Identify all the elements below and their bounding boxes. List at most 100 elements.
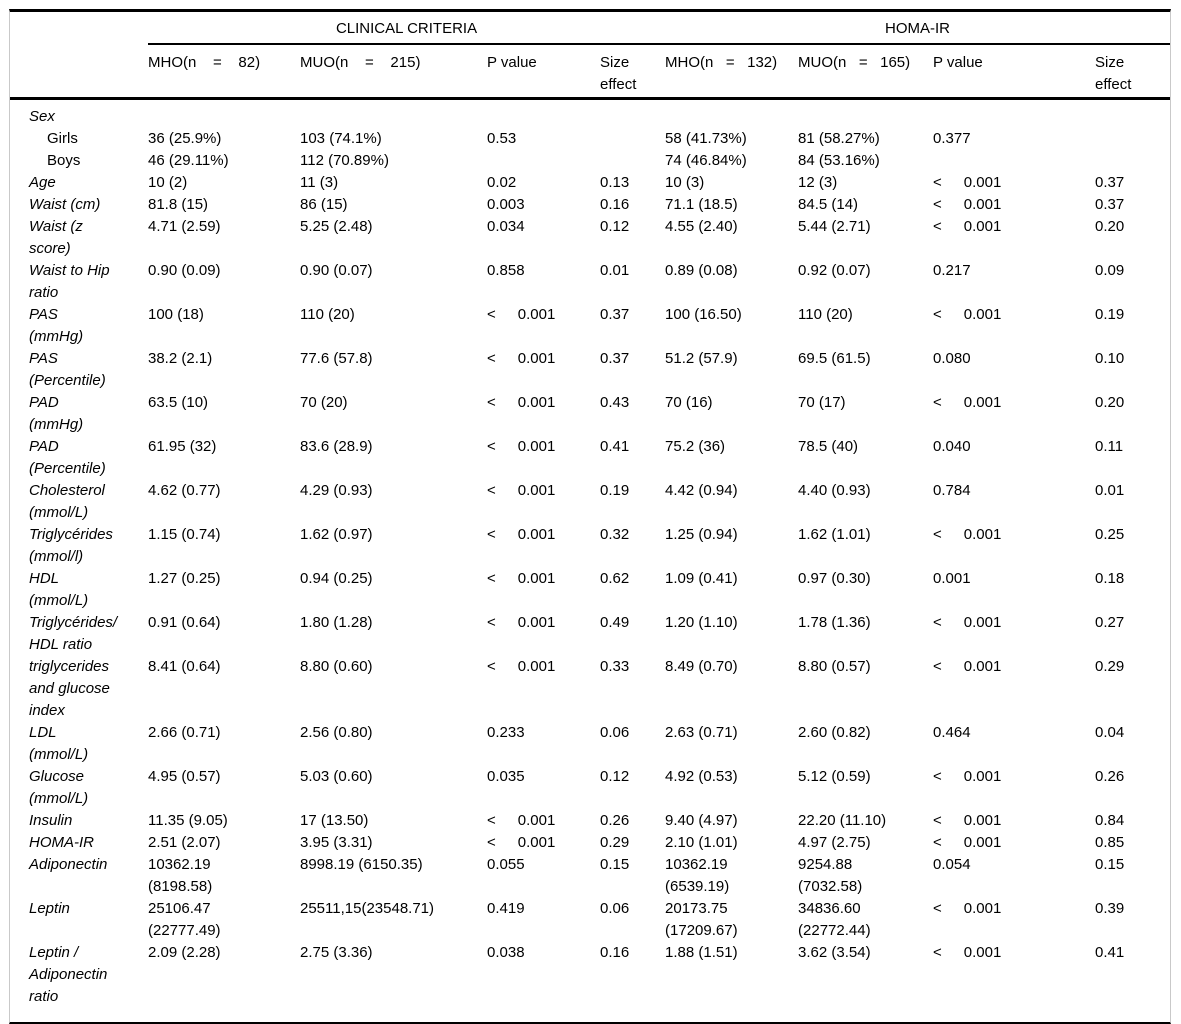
muo-clinical-cell: 11 (3) [300, 174, 339, 191]
row-label: Leptin / Adiponectin ratio [29, 944, 108, 1005]
p-value-homa-cell: <0.001 [933, 614, 1002, 631]
p-value-homa-cell: 0.001 [933, 570, 971, 587]
p-value-homa-cell: <0.001 [933, 900, 1002, 917]
table-row: Waist (cm) 81.8 (15) 86 (15) 0.003 0.16 71.1 … [10, 194, 1170, 216]
p-value-clinical-cell: <0.001 [487, 812, 556, 829]
muo-clinical-cell: 1.62 (0.97) [300, 526, 373, 543]
size-effect-clinical-cell: 0.19 [600, 482, 630, 499]
table-row: Glucose (mmol/L) 4.95 (0.57) 5.03 (0.60) 0.… [10, 766, 1170, 810]
size-effect-homa-cell: 0.26 [1095, 768, 1125, 785]
mho-homa-cell: 71.1 (18.5) [665, 196, 738, 213]
row-label: Glucose (mmol/L) [29, 768, 89, 807]
size-effect-clinical-cell: 0.12 [600, 218, 630, 235]
muo-homa-cell: 0.92 (0.07) [798, 262, 871, 279]
size-effect-homa-cell [1095, 128, 1170, 150]
mho-clinical-cell: 36 (25.9%) [148, 130, 222, 147]
table-row: Triglycérides (mmol/l) 1.15 (0.74) 1.62 (0… [10, 524, 1170, 568]
row-label: Leptin [29, 900, 70, 917]
size-effect-clinical-cell: 0.37 [600, 306, 630, 323]
table-frame: CLINICAL CRITERIA HOMA-IR MHO(n = 82) MU… [9, 9, 1171, 1024]
size-effect-clinical-cell [600, 150, 665, 172]
mho-homa-cell: 1.20 (1.10) [665, 614, 738, 631]
mho-clinical-cell: 4.95 (0.57) [148, 768, 221, 785]
column-header-pvalue-homa: P value [933, 44, 1096, 100]
size-effect-homa-cell: 0.20 [1095, 218, 1125, 235]
p-value-homa-cell: <0.001 [933, 812, 1002, 829]
row-label: HOMA-IR [29, 834, 94, 851]
table-row: Triglycérides/ HDL ratio 0.91 (0.64) 1.80 … [10, 612, 1170, 656]
row-label: Waist (cm) [29, 196, 101, 213]
muo-homa-cell: 1.62 (1.01) [798, 526, 871, 543]
muo-homa-cell: 8.80 (0.57) [798, 658, 871, 675]
muo-homa-cell [798, 99, 933, 129]
mho-homa-cell: 1.88 (1.51) [665, 944, 738, 961]
muo-homa-cell: 78.5 (40) [798, 438, 859, 455]
table-row: Leptin / Adiponectin ratio 2.09 (2.28) 2.7… [10, 942, 1170, 1022]
size-effect-homa-cell: 0.10 [1095, 350, 1125, 367]
row-label: HDL (mmol/L) [29, 570, 89, 609]
p-value-clinical-cell: 0.003 [487, 196, 525, 213]
mho-clinical-cell: 38.2 (2.1) [148, 350, 213, 367]
table-row: Waist (z score) 4.71 (2.59) 5.25 (2.48) 0.0… [10, 216, 1170, 260]
table-row: LDL (mmol/L) 2.66 (0.71) 2.56 (0.80) 0.233 0… [10, 722, 1170, 766]
mho-clinical-cell: 2.09 (2.28) [148, 944, 221, 961]
size-effect-homa-cell: 0.11 [1095, 438, 1124, 455]
muo-homa-cell: 2.60 (0.82) [798, 724, 871, 741]
p-value-homa-cell: <0.001 [933, 196, 1002, 213]
mho-clinical-cell [148, 99, 300, 129]
table-row: Cholesterol (mmol/L) 4.62 (0.77) 4.29 (0.9… [10, 480, 1170, 524]
row-label: Adiponectin [29, 856, 108, 873]
column-header-size-effect-homa: Size effect [1095, 44, 1171, 100]
muo-clinical-cell: 17 (13.50) [300, 812, 369, 829]
mho-clinical-cell: 61.95 (32) [148, 438, 217, 455]
group-header-spacer [10, 12, 148, 44]
muo-clinical-cell: 77.6 (57.8) [300, 350, 373, 367]
p-value-clinical-cell: 0.233 [487, 724, 525, 741]
column-header-pvalue-clinical: P value [487, 44, 600, 100]
muo-homa-cell: 12 (3) [798, 174, 838, 191]
column-header-mho-clinical: MHO(n = 82) [148, 44, 300, 100]
size-effect-clinical-cell: 0.43 [600, 394, 630, 411]
p-value-homa-cell: 0.054 [933, 856, 971, 873]
column-header-row: MHO(n = 82) MUO(n = 215) P value Size ef… [10, 44, 1171, 100]
muo-clinical-cell: 3.95 (3.31) [300, 834, 373, 851]
size-effect-homa-cell: 0.15 [1095, 856, 1125, 873]
muo-homa-cell: 4.40 (0.93) [798, 482, 871, 499]
mho-clinical-cell: 10 (2) [148, 174, 188, 191]
table-row: Insulin 11.35 (9.05) 17 (13.50) <0.001 0.26 9… [10, 810, 1170, 832]
p-value-homa-cell: 0.217 [933, 262, 971, 279]
p-value-homa-cell: 0.784 [933, 482, 971, 499]
size-effect-homa-cell: 0.20 [1095, 394, 1125, 411]
mho-clinical-cell: 25106.47 (22777.49) [148, 900, 221, 939]
muo-clinical-cell: 83.6 (28.9) [300, 438, 373, 455]
muo-clinical-cell: 8998.19 (6150.35) [300, 856, 423, 873]
size-effect-homa-cell: 0.85 [1095, 834, 1125, 851]
size-effect-homa-cell [1095, 150, 1170, 172]
column-header-variable [10, 44, 148, 100]
p-value-homa-cell: <0.001 [933, 394, 1002, 411]
muo-homa-cell: 81 (58.27%) [798, 130, 880, 147]
mho-homa-cell: 4.92 (0.53) [665, 768, 738, 785]
muo-homa-cell: 22.20 (11.10) [798, 812, 887, 829]
muo-homa-cell: 69.5 (61.5) [798, 350, 871, 367]
row-label: triglycerides and glucose index [29, 658, 110, 719]
p-value-homa-cell: <0.001 [933, 526, 1002, 543]
table-body: Sex Girls 36 (25.9%) 103 (74.1%) 0.53 58 (41.… [10, 99, 1170, 1023]
muo-homa-cell: 70 (17) [798, 394, 846, 411]
size-effect-clinical-cell: 0.41 [600, 438, 630, 455]
size-effect-clinical-cell: 0.26 [600, 812, 630, 829]
mho-clinical-cell: 8.41 (0.64) [148, 658, 221, 675]
mho-homa-cell [665, 99, 798, 129]
muo-homa-cell: 1.78 (1.36) [798, 614, 871, 631]
size-effect-clinical-cell: 0.29 [600, 834, 630, 851]
size-effect-clinical-cell: 0.16 [600, 944, 630, 961]
muo-clinical-cell: 2.75 (3.36) [300, 944, 373, 961]
row-label: Triglycérides/ HDL ratio [29, 614, 118, 653]
muo-homa-cell: 9254.88 (7032.58) [798, 856, 863, 895]
size-effect-homa-cell [1095, 99, 1170, 129]
size-effect-homa-cell: 0.09 [1095, 262, 1125, 279]
size-effect-clinical-cell: 0.49 [600, 614, 630, 631]
muo-homa-cell: 4.97 (2.75) [798, 834, 871, 851]
muo-homa-cell: 0.97 (0.30) [798, 570, 871, 587]
